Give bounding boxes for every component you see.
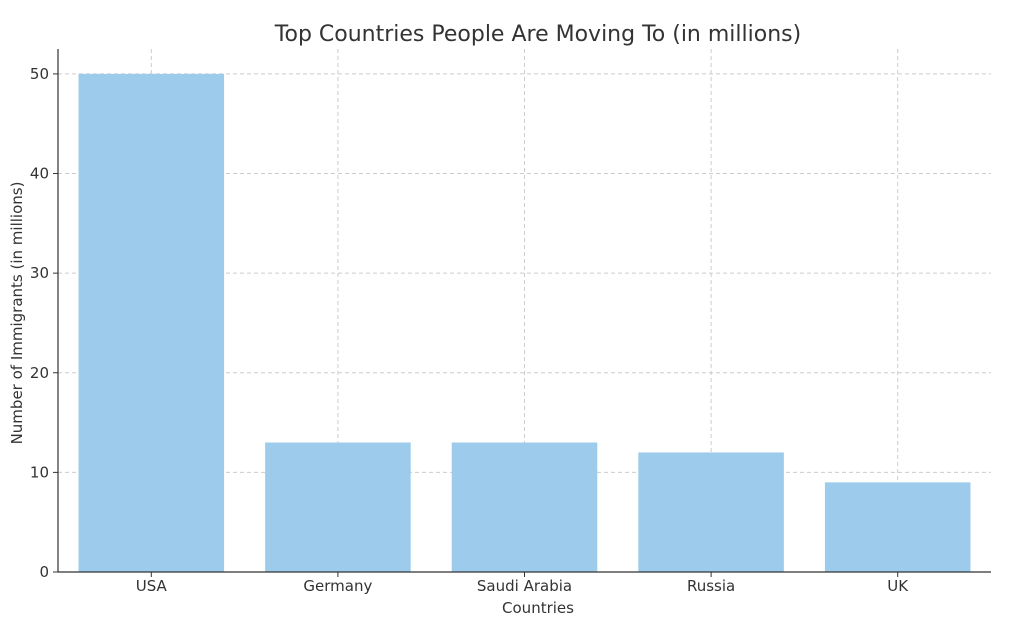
bar xyxy=(451,442,598,572)
y-axis-label: Number of Immigrants (in millions) xyxy=(8,182,26,445)
x-tick-label: Germany xyxy=(303,577,372,595)
chart-title: Top Countries People Are Moving To (in m… xyxy=(274,22,801,47)
x-tick-label: Russia xyxy=(687,577,735,595)
y-tick-label: 10 xyxy=(30,463,49,481)
y-tick-label: 30 xyxy=(30,264,49,282)
axes-group xyxy=(53,49,991,577)
bar xyxy=(78,73,225,573)
bar xyxy=(824,482,971,572)
y-tick-label: 20 xyxy=(30,364,49,382)
bars-group xyxy=(78,73,971,573)
y-tick-labels: 0 10 20 30 40 50 xyxy=(30,65,49,581)
bar xyxy=(638,452,784,572)
x-tick-label: USA xyxy=(136,577,168,595)
x-tick-labels: USA Germany Saudi Arabia Russia UK xyxy=(136,577,909,595)
x-tick-label: Saudi Arabia xyxy=(477,577,572,595)
bar xyxy=(265,442,411,572)
y-tick-label: 0 xyxy=(39,563,49,581)
y-tick-label: 40 xyxy=(30,165,49,183)
x-tick-label: UK xyxy=(887,577,909,595)
y-tick-label: 50 xyxy=(30,65,49,83)
x-axis-label: Countries xyxy=(502,599,574,617)
